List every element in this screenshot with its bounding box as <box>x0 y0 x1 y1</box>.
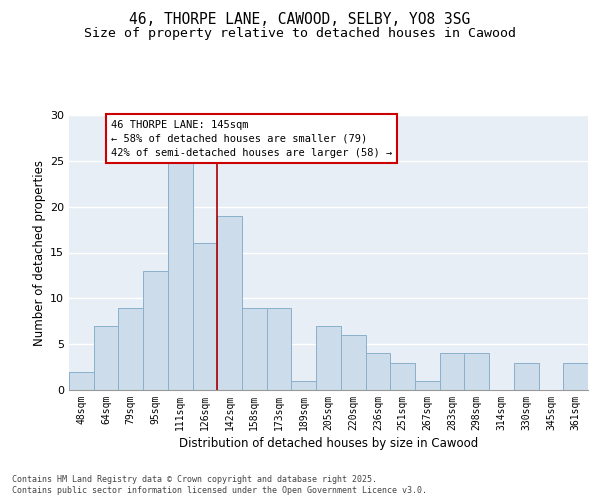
Bar <box>316 326 341 390</box>
Bar <box>440 354 464 390</box>
Bar <box>514 362 539 390</box>
Text: Contains HM Land Registry data © Crown copyright and database right 2025.: Contains HM Land Registry data © Crown c… <box>12 475 377 484</box>
Bar <box>292 381 316 390</box>
Bar <box>69 372 94 390</box>
X-axis label: Distribution of detached houses by size in Cawood: Distribution of detached houses by size … <box>179 437 478 450</box>
Text: Size of property relative to detached houses in Cawood: Size of property relative to detached ho… <box>84 28 516 40</box>
Bar <box>563 362 588 390</box>
Bar <box>118 308 143 390</box>
Bar <box>143 271 168 390</box>
Bar <box>341 335 365 390</box>
Bar <box>168 161 193 390</box>
Text: 46 THORPE LANE: 145sqm
← 58% of detached houses are smaller (79)
42% of semi-det: 46 THORPE LANE: 145sqm ← 58% of detached… <box>111 120 392 158</box>
Bar <box>242 308 267 390</box>
Bar <box>193 244 217 390</box>
Bar <box>464 354 489 390</box>
Text: 46, THORPE LANE, CAWOOD, SELBY, YO8 3SG: 46, THORPE LANE, CAWOOD, SELBY, YO8 3SG <box>130 12 470 28</box>
Y-axis label: Number of detached properties: Number of detached properties <box>33 160 46 346</box>
Bar <box>94 326 118 390</box>
Text: Contains public sector information licensed under the Open Government Licence v3: Contains public sector information licen… <box>12 486 427 495</box>
Bar <box>390 362 415 390</box>
Bar <box>267 308 292 390</box>
Bar <box>217 216 242 390</box>
Bar <box>365 354 390 390</box>
Bar <box>415 381 440 390</box>
